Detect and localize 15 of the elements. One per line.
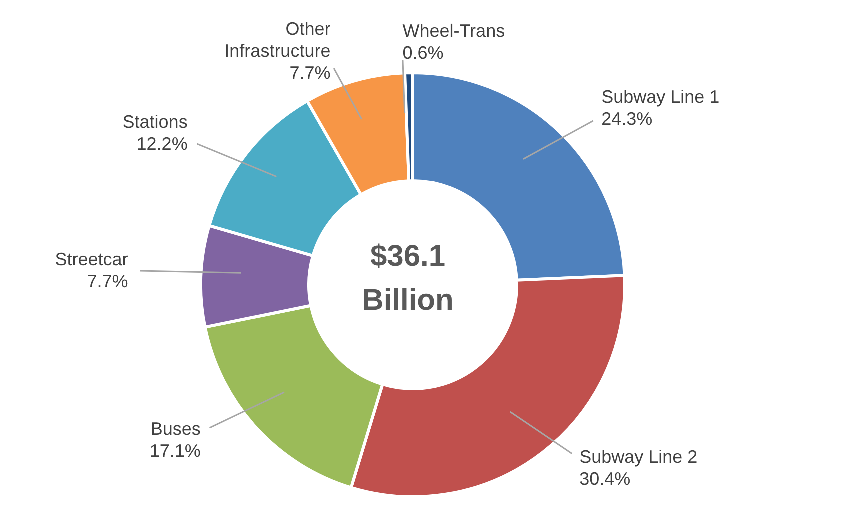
slice-label: Streetcar	[55, 249, 128, 270]
slice-label: Wheel-Trans	[402, 21, 506, 42]
text: $36.1 Billion	[361, 239, 455, 319]
slice-label: Subway Line 2	[580, 447, 698, 468]
data-label: 24.3%	[602, 109, 653, 130]
slice-label: Subway Line 1	[602, 87, 720, 108]
data-label: 0.6%	[402, 43, 444, 64]
data-label: 17.1%	[150, 441, 201, 462]
data-label: 30.4%	[580, 469, 631, 490]
data-label: 7.7%	[87, 271, 128, 292]
data-label: 12.2%	[136, 134, 188, 154]
slice-label: Buses	[150, 419, 201, 440]
data-label: 7.7%	[290, 63, 331, 84]
slice-label: Stations	[122, 112, 188, 132]
slice-label: Other Infrastructure	[224, 19, 331, 62]
